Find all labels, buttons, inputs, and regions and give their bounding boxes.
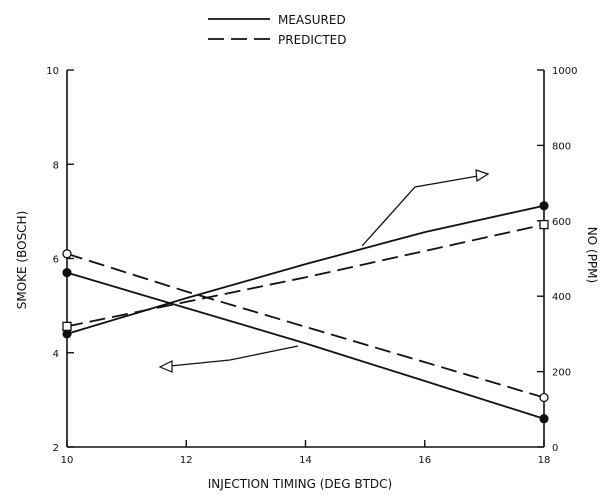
right-y-tick-label: 0 <box>552 443 558 454</box>
x-tick-label: 12 <box>180 455 193 466</box>
right-y-axis-title: NO (PPM) <box>585 227 599 283</box>
x-axis-ticks: 10 12 14 16 18 <box>61 440 551 466</box>
series-1-marker <box>539 392 549 403</box>
right-y-tick-label: 200 <box>552 368 571 379</box>
legend-measured-label: MEASURED <box>278 13 346 27</box>
series-1-marker <box>62 249 72 259</box>
no-axis-arrow-head <box>475 169 490 183</box>
series-2-marker <box>539 201 549 211</box>
right-y-axis-ticks: 0 200 400 600 800 1000 <box>537 66 577 454</box>
series-0-marker <box>539 414 549 424</box>
series-layer <box>62 201 549 424</box>
legend: MEASURED PREDICTED <box>208 13 346 47</box>
smoke-axis-arrow <box>158 345 299 373</box>
series-3-marker <box>539 219 549 230</box>
x-tick-label: 16 <box>418 455 431 466</box>
left-y-tick-label: 6 <box>53 255 59 266</box>
x-tick-label: 18 <box>538 455 551 466</box>
left-y-tick-label: 4 <box>53 349 59 360</box>
series-0-marker <box>62 268 72 278</box>
legend-predicted-label: PREDICTED <box>278 33 346 47</box>
series-1-line <box>66 252 545 399</box>
no-axis-arrow <box>361 169 490 247</box>
series-2-line <box>66 204 545 335</box>
x-axis-title: INJECTION TIMING (DEG BTDC) <box>208 477 392 491</box>
series-3-line <box>66 223 545 328</box>
smoke-axis-arrow-head <box>158 360 173 373</box>
right-y-tick-label: 1000 <box>552 66 577 77</box>
right-y-tick-label: 400 <box>552 292 571 303</box>
x-tick-label: 14 <box>299 455 312 466</box>
right-y-tick-label: 800 <box>552 141 571 152</box>
series-0-line <box>66 271 545 420</box>
series-2-marker <box>62 329 72 339</box>
left-y-axis-ticks: 2 4 6 8 10 <box>46 66 74 454</box>
series-3-marker <box>62 321 72 332</box>
left-y-tick-label: 8 <box>53 160 59 171</box>
left-y-axis-title: SMOKE (BOSCH) <box>15 211 29 310</box>
left-y-tick-label: 2 <box>53 443 59 454</box>
x-tick-label: 10 <box>61 455 74 466</box>
left-y-tick-label: 10 <box>46 66 59 77</box>
right-y-tick-label: 600 <box>552 217 571 228</box>
